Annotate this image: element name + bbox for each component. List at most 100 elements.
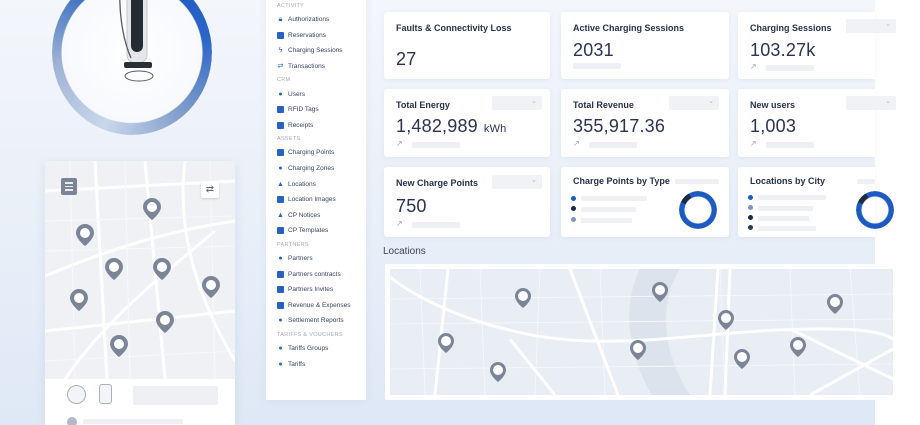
- legend-dot: [748, 195, 753, 200]
- sidebar-item-charging-points[interactable]: Charging Points: [266, 145, 366, 161]
- sidebar-item-reservations[interactable]: Reservations: [266, 28, 366, 44]
- locations-heading: Locations: [383, 246, 426, 257]
- card-charging-sessions[interactable]: Charging Sessions ⌄ 103.27k ↗: [738, 12, 896, 79]
- lock-icon: 🔒︎: [278, 16, 283, 24]
- chevron-down-icon: ⌄: [708, 98, 714, 105]
- status-dot: [67, 417, 77, 425]
- trend-icon: ↗: [396, 139, 403, 148]
- sidebar-item-users[interactable]: ● Users: [278, 90, 305, 98]
- sidebar-item-locations[interactable]: ▲ Locations: [277, 180, 316, 188]
- new-charge-points-value: 750: [396, 196, 427, 216]
- chevron-down-icon: ⌄: [531, 98, 537, 105]
- sidebar-item-transactions[interactable]: ⇄ Transactions: [277, 63, 325, 71]
- sidebar-item-rfid-tags[interactable]: RFID Tags: [266, 102, 366, 118]
- users-icon: ●: [278, 90, 283, 98]
- sidebar-item-cp-templates[interactable]: CP Templates: [266, 223, 366, 239]
- period-dropdown[interactable]: ⌄: [492, 96, 542, 110]
- section-title-assets: ASSETS: [277, 136, 301, 143]
- period-dropdown[interactable]: ⌄: [846, 19, 896, 33]
- sidebar-item-tariffs-groups[interactable]: ● Tariffs Groups: [278, 344, 329, 352]
- donut-chart[interactable]: [679, 191, 717, 229]
- section-title-tariffs: TARIFFS & VOUCHERS: [277, 331, 343, 338]
- sidebar: ACTIVITY 🔒︎ Authorizations Reservations ϟ…: [266, 0, 366, 400]
- file-icon: [277, 227, 284, 235]
- bell-icon: ▲: [277, 211, 284, 219]
- invite-icon: [277, 286, 284, 294]
- sidebar-item-revenue-expenses[interactable]: Revenue & Expenses: [266, 298, 366, 314]
- legend-dot: [571, 217, 576, 222]
- plug-type2-icon: [67, 385, 86, 404]
- bottom-strip: [370, 400, 875, 425]
- sidebar-item-partners-contracts[interactable]: Partners contracts: [266, 266, 366, 282]
- tariff-group-icon: ●: [278, 344, 283, 352]
- card-locations-by-city[interactable]: Locations by City: [738, 167, 894, 237]
- total-revenue-value: 355,917.36: [573, 116, 666, 136]
- id-card-icon: [277, 106, 284, 114]
- legend-dot: [748, 205, 753, 210]
- charger-illustration: [52, 0, 212, 135]
- sidebar-item-authorizations[interactable]: 🔒︎ Authorizations: [278, 16, 330, 24]
- chevron-down-icon: ⌄: [531, 177, 537, 184]
- card-new-users[interactable]: New users ⌄ 1,003 ↗: [738, 89, 896, 157]
- card-active-sessions[interactable]: Active Charging Sessions 2031: [561, 12, 729, 79]
- sidebar-item-charging-sessions[interactable]: ϟ Charging Sessions: [278, 47, 343, 55]
- sidebar-item-location-images[interactable]: Location Images: [266, 192, 366, 208]
- sidebar-item-partners-invites[interactable]: Partners Invites: [266, 282, 366, 298]
- contract-icon: [277, 270, 284, 278]
- period-dropdown[interactable]: ⌄: [669, 96, 719, 110]
- section-title-crm: CRM: [277, 77, 291, 84]
- trend-icon: ↗: [750, 62, 757, 71]
- buildings-icon: ▲: [277, 180, 284, 188]
- menu-button[interactable]: [61, 178, 77, 195]
- card-charge-points-by-type[interactable]: Charge Points by Type: [561, 167, 729, 237]
- image-icon: [277, 196, 284, 204]
- arrows-icon: ⇄: [277, 63, 284, 71]
- card-total-revenue[interactable]: Total Revenue ⌄ 355,917.36 ↗: [561, 89, 729, 157]
- money-icon: [277, 301, 284, 309]
- map-pin-icon: ●: [278, 165, 283, 173]
- new-users-value: 1,003: [750, 116, 797, 136]
- sidebar-item-cp-notices[interactable]: ▲ CP Notices: [277, 211, 321, 219]
- charging-point-icon: [277, 149, 284, 157]
- sidebar-item-settlement-reports[interactable]: ● Settlement Reports: [278, 317, 344, 325]
- active-sessions-value: 2031: [573, 40, 614, 60]
- legend-dot: [571, 206, 576, 211]
- period-dropdown[interactable]: ⌄: [492, 175, 542, 189]
- card-total-energy[interactable]: Total Energy ⌄ 1,482,989 kWh ↗: [384, 89, 550, 157]
- legend-dot: [748, 225, 753, 230]
- charging-sessions-value: 103.27k: [750, 40, 816, 60]
- chevron-down-icon: ⌄: [885, 98, 891, 105]
- filter-button[interactable]: ⇄: [201, 181, 219, 198]
- user-icon: ●: [278, 255, 283, 263]
- ev-charger-icon: [119, 0, 154, 82]
- tariff-icon: ●: [278, 360, 283, 368]
- filter-icon: ⇄: [205, 184, 215, 195]
- donut-chart[interactable]: [856, 191, 894, 229]
- mobile-map-preview: ⇄: [45, 161, 235, 425]
- period-dropdown[interactable]: ⌄: [846, 96, 896, 110]
- sidebar-item-charging-zones[interactable]: ● Charging Zones: [278, 165, 335, 173]
- energy-unit: kWh: [483, 123, 507, 135]
- report-icon: ●: [278, 317, 283, 325]
- mobile-map[interactable]: ⇄: [45, 161, 235, 379]
- card-faults[interactable]: Faults & Connectivity Loss 27: [384, 12, 550, 79]
- sidebar-item-partners[interactable]: ● Partners: [278, 255, 313, 263]
- legend-dot: [748, 215, 753, 220]
- section-title-partners: PARTNERS: [277, 241, 309, 248]
- receipt-icon: [277, 121, 284, 129]
- chevron-down-icon: ⌄: [885, 21, 891, 28]
- plug-ccs-icon: [99, 384, 112, 404]
- map-pins: [70, 198, 220, 357]
- card-new-charge-points[interactable]: New Charge Points ⌄ 750 ↗: [384, 167, 550, 237]
- sidebar-item-receipts[interactable]: Receipts: [266, 118, 366, 134]
- trend-icon: ↗: [573, 139, 580, 148]
- locations-map[interactable]: [385, 264, 898, 400]
- map-pins: [438, 282, 843, 382]
- trend-icon: ↗: [396, 219, 403, 228]
- placeholder-line: [83, 419, 183, 424]
- trend-icon: ↗: [750, 139, 757, 148]
- sidebar-item-tariffs[interactable]: ● Tariffs: [278, 360, 306, 368]
- bolt-icon: ϟ: [278, 47, 283, 55]
- envelope-icon: [277, 31, 284, 39]
- section-title-activity: ACTIVITY: [277, 3, 305, 9]
